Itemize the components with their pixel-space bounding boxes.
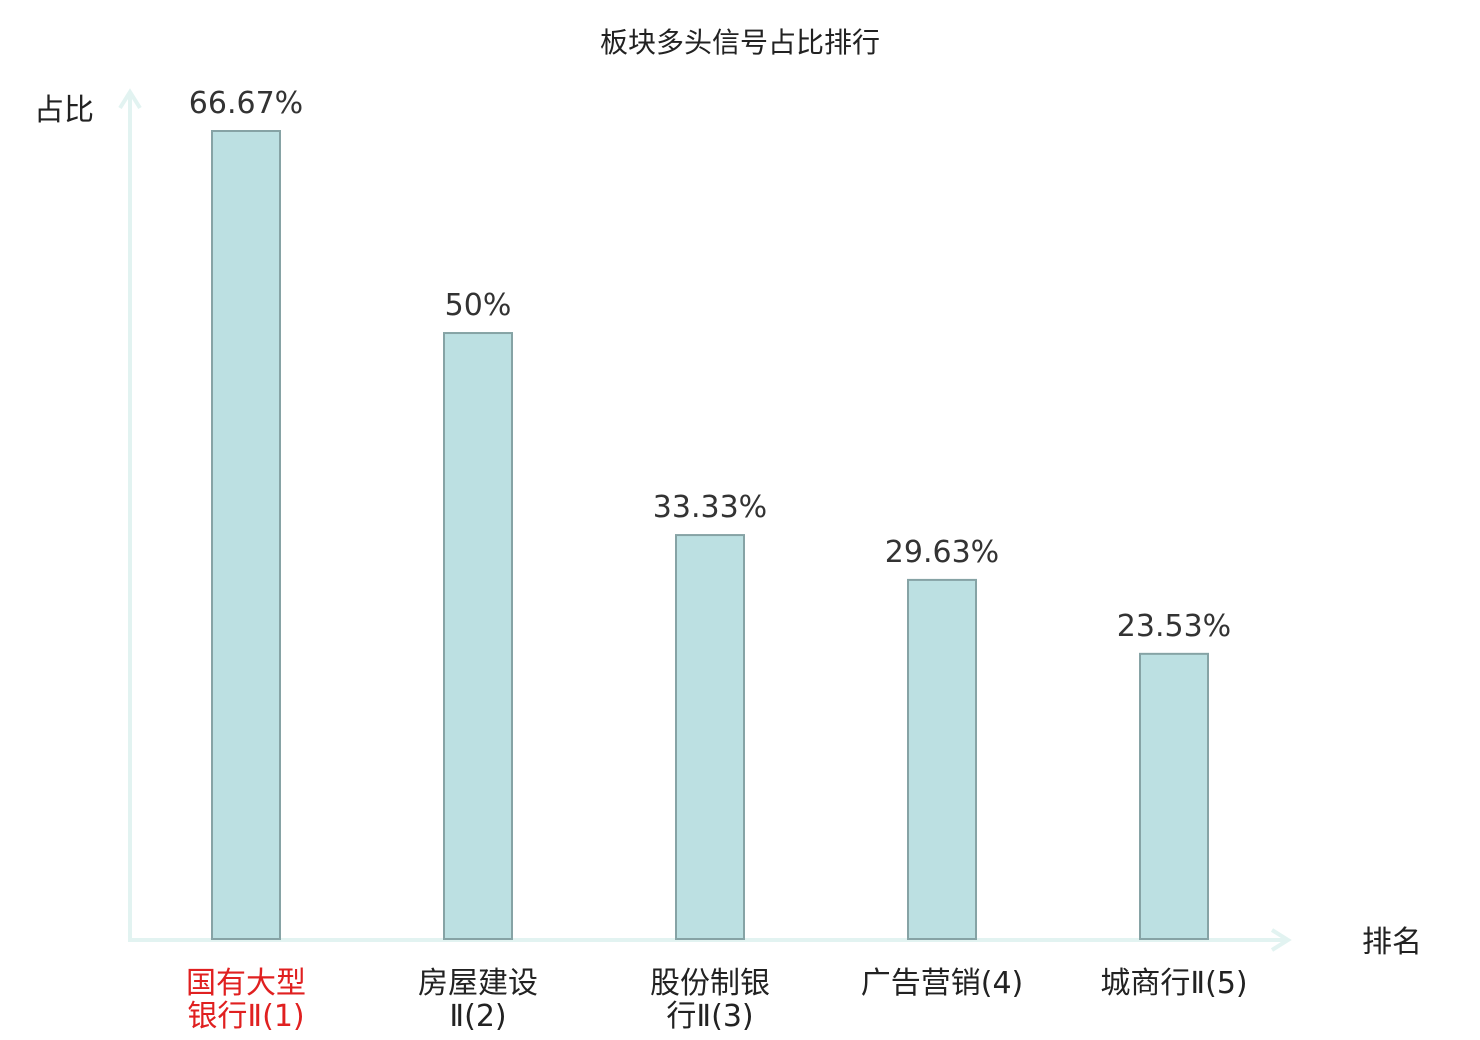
x-axis-label: 排名 (1362, 925, 1422, 960)
y-axis-arrow (118, 88, 142, 110)
bar-2 (443, 332, 513, 941)
category-label-2: 房屋建设 Ⅱ(2) (418, 966, 538, 1034)
chart-title: 板块多头信号占比排行 (600, 26, 880, 59)
value-label-2: 50% (445, 288, 512, 323)
category-label-line: 行Ⅱ(3) (666, 999, 753, 1034)
value-label-1: 66.67% (189, 86, 303, 121)
value-label-5: 23.53% (1117, 609, 1231, 644)
category-label-line: 国有大型 (186, 966, 306, 1001)
category-label-4: 广告营销(4) (861, 966, 1024, 1001)
value-label-3: 33.33% (653, 490, 767, 525)
category-label-3: 股份制银行Ⅱ(3) (650, 966, 770, 1034)
value-label-4: 29.63% (885, 535, 999, 570)
bar-1 (211, 130, 281, 940)
bar-4 (907, 578, 977, 940)
category-label-line: Ⅱ(2) (449, 999, 506, 1034)
x-axis (128, 928, 1292, 952)
bar-3 (675, 534, 745, 940)
category-label-1: 国有大型银行Ⅱ(1) (186, 966, 306, 1034)
category-label-line: 广告营销(4) (861, 966, 1024, 1001)
category-label-line: 房屋建设 (418, 966, 538, 1001)
bar-series: 66.67% 国有大型银行Ⅱ(1) 50% 房屋建设 Ⅱ(2) 33.33% 股份制银行Ⅱ(… (186, 86, 1248, 1034)
category-label-line: 银行Ⅱ(1) (187, 999, 304, 1034)
category-label-line: 城商行Ⅱ(5) (1100, 966, 1247, 1001)
category-label-line: 股份制银 (650, 966, 770, 1001)
category-label-5: 城商行Ⅱ(5) (1100, 966, 1247, 1001)
bar-5 (1139, 652, 1209, 941)
x-axis-arrow (1270, 928, 1292, 952)
y-axis (118, 88, 142, 940)
y-axis-label: 占比 (34, 93, 94, 128)
